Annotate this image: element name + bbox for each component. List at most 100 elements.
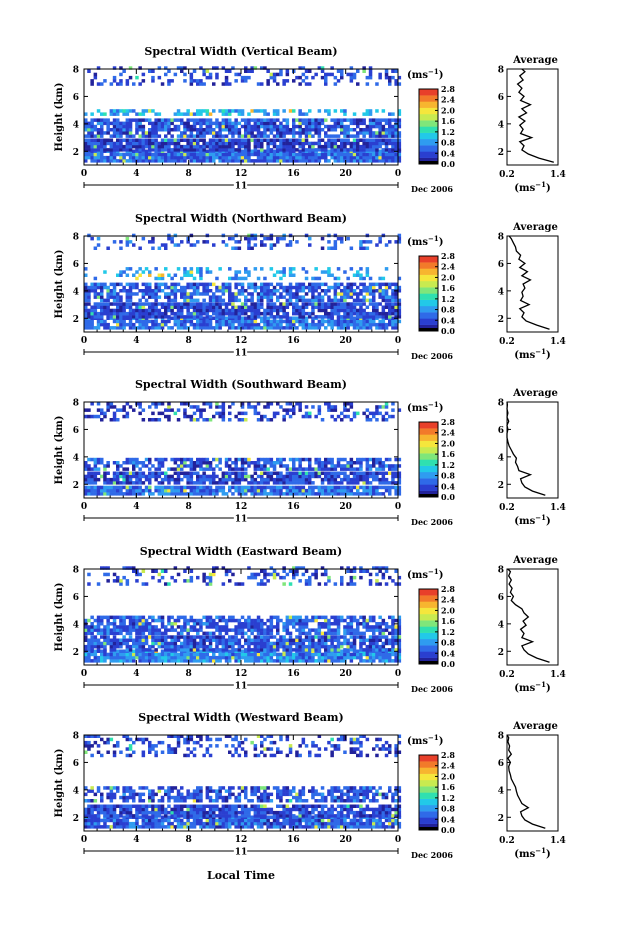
heatmap-cell	[228, 292, 232, 296]
heatmap-cell	[103, 467, 107, 471]
heatmap-cell	[305, 645, 309, 649]
heatmap-cell	[142, 320, 146, 324]
heatmap-cell	[110, 656, 114, 660]
heatmap-cell	[279, 306, 283, 310]
heatmap-cell	[394, 125, 398, 129]
heatmap-cell	[238, 312, 242, 316]
heatmap-cell	[202, 317, 206, 321]
heatmap-cell	[340, 76, 344, 80]
heatmap-cell	[148, 128, 152, 132]
heatmap-cell	[196, 82, 200, 86]
heatmap-cell	[225, 323, 229, 327]
heatmap-cell	[266, 148, 270, 152]
heatmap-cell	[196, 118, 200, 122]
heatmap-cell	[174, 306, 178, 310]
heatmap-cell	[167, 475, 171, 479]
heatmap-cell	[302, 653, 306, 657]
heatmap-cell	[87, 489, 91, 493]
heatmap-cell	[119, 109, 123, 113]
heatmap-cell	[193, 306, 197, 310]
heatmap-cell	[308, 412, 312, 416]
heatmap-cell	[266, 645, 270, 649]
heatmap-cell	[276, 309, 280, 313]
heatmap-cell	[337, 267, 341, 271]
heatmap-cell	[186, 492, 190, 496]
heatmap-cell	[183, 642, 187, 646]
heatmap-cell	[388, 323, 392, 327]
heatmap-cell	[270, 76, 274, 80]
heatmap-cell	[318, 139, 322, 143]
heatmap-cell	[276, 112, 280, 116]
heatmap-cell	[190, 645, 194, 649]
heatmap-cell	[263, 128, 267, 132]
heatmap-cell	[209, 467, 213, 471]
heatmap-cell	[295, 645, 299, 649]
heatmap-cell	[196, 408, 200, 412]
heatmap-cell	[87, 139, 91, 143]
heatmap-cell	[116, 159, 120, 163]
heatmap-cell	[148, 405, 152, 409]
heatmap-cell	[254, 128, 258, 132]
heatmap-cell	[298, 486, 302, 490]
heatmap-cell	[202, 326, 206, 330]
heatmap-cell	[369, 312, 373, 316]
heatmap-cell	[340, 142, 344, 146]
heatmap-cell	[202, 122, 206, 126]
heatmap-cell	[135, 145, 139, 149]
heatmap-cell	[385, 145, 389, 149]
heatmap-cell	[302, 472, 306, 476]
heatmap-cell	[378, 289, 382, 293]
heatmap-cell	[154, 286, 158, 290]
heatmap-cell	[244, 70, 248, 74]
heatmap-cell	[289, 159, 293, 163]
heatmap-cell	[353, 472, 357, 476]
heatmap-cell	[196, 326, 200, 330]
heatmap-cell	[145, 159, 149, 163]
heatmap-cell	[305, 412, 309, 416]
heatmap-cell	[340, 320, 344, 324]
heatmap-cell	[234, 159, 238, 163]
heatmap-cell	[193, 489, 197, 493]
heatmap-cell	[199, 277, 203, 281]
heatmap-cell	[292, 295, 296, 299]
heatmap-cell	[212, 309, 216, 313]
heatmap-cell	[346, 131, 350, 135]
heatmap-cell	[250, 299, 254, 303]
heatmap-cell	[266, 79, 270, 83]
heatmap-cell	[334, 125, 338, 129]
heatmap-cell	[282, 475, 286, 479]
average-profile-line	[518, 69, 554, 162]
heatmap-cell	[305, 467, 309, 471]
heatmap-cell	[350, 306, 354, 310]
heatmap-cell	[180, 326, 184, 330]
heatmap-cell	[209, 131, 213, 135]
heatmap-cell	[103, 283, 107, 287]
heatmap-cell	[180, 312, 184, 316]
heatmap-cell	[126, 306, 130, 310]
heatmap-cell	[183, 402, 187, 406]
heatmap-cell	[122, 309, 126, 313]
heatmap-cell	[362, 277, 366, 281]
heatmap-cell	[276, 656, 280, 660]
heatmap-cell	[202, 145, 206, 149]
heatmap-cell	[282, 302, 286, 306]
heatmap-cell	[260, 139, 264, 143]
heatmap-cell	[186, 286, 190, 290]
heatmap-cell	[324, 145, 328, 149]
heatmap-cell	[196, 320, 200, 324]
heatmap-cell	[353, 112, 357, 116]
heatmap-cell	[391, 156, 395, 160]
heatmap-cell	[263, 295, 267, 299]
heatmap-cell	[180, 277, 184, 281]
heatmap-cell	[250, 302, 254, 306]
heatmap-cell	[161, 481, 165, 485]
colorbar-segment	[419, 114, 438, 120]
heatmap-cell	[113, 145, 117, 149]
heatmap-cell	[263, 315, 267, 319]
heatmap-cell	[209, 122, 213, 126]
heatmap-cell	[372, 153, 376, 157]
heatmap-cell	[244, 653, 248, 657]
heatmap-cell	[158, 481, 162, 485]
heatmap-cell	[100, 320, 104, 324]
